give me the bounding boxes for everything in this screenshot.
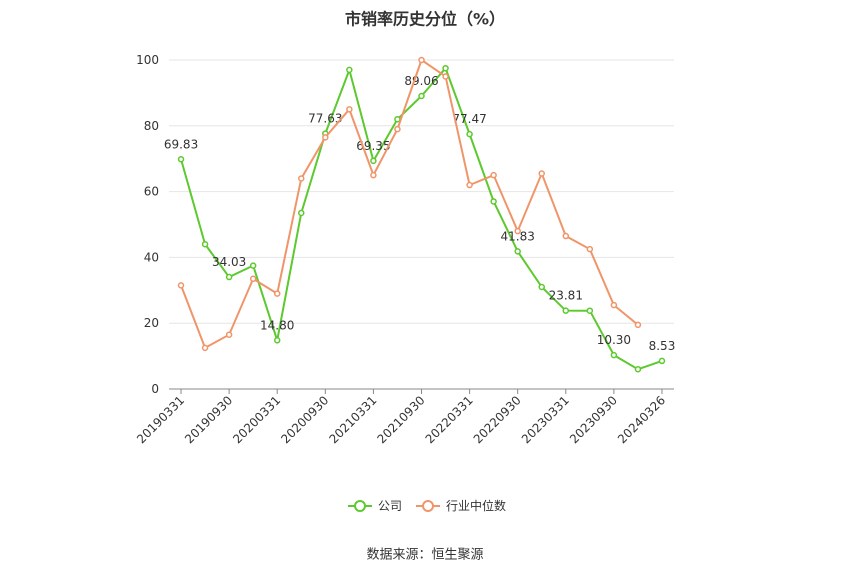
legend-label: 行业中位数 xyxy=(446,498,506,513)
point xyxy=(346,106,353,113)
point xyxy=(177,282,185,289)
point xyxy=(514,248,521,255)
legend-marker xyxy=(422,500,435,512)
data-label: 89.06 xyxy=(404,74,438,88)
data-label: 77.47 xyxy=(452,112,486,126)
point xyxy=(298,175,305,182)
y-tick-label: 40 xyxy=(144,250,159,264)
point xyxy=(538,283,545,291)
data-label: 10.30 xyxy=(597,333,631,347)
point xyxy=(562,232,570,240)
point xyxy=(562,307,570,314)
x-tick-label: 20210930 xyxy=(375,393,428,446)
legend-marker xyxy=(354,500,366,512)
series-line xyxy=(180,58,639,350)
point xyxy=(610,351,618,359)
point xyxy=(346,66,353,74)
data-label: 77.63 xyxy=(308,112,342,126)
point xyxy=(514,227,521,235)
point xyxy=(418,92,425,100)
chart-title: 市销率历史分位（%） xyxy=(345,10,505,29)
point xyxy=(634,321,642,329)
x-tick-label: 20220930 xyxy=(471,393,524,446)
point xyxy=(249,262,257,269)
point xyxy=(370,171,377,179)
point xyxy=(201,344,209,352)
point xyxy=(418,56,425,64)
point xyxy=(394,115,401,123)
point xyxy=(322,134,329,141)
x-tick-label: 20230930 xyxy=(567,393,620,446)
point xyxy=(490,171,497,179)
x-tick-label: 20200331 xyxy=(230,393,283,446)
y-tick-label: 20 xyxy=(144,316,159,330)
point xyxy=(490,198,497,205)
point xyxy=(225,273,233,281)
data-label: 23.81 xyxy=(549,289,583,303)
y-tick-label: 80 xyxy=(144,119,159,133)
point xyxy=(273,290,281,297)
data-label: 34.03 xyxy=(212,255,246,269)
point xyxy=(466,181,473,189)
y-tick-label: 100 xyxy=(136,53,159,67)
x-tick-label: 20230331 xyxy=(519,393,572,446)
point xyxy=(249,275,257,283)
point xyxy=(394,125,401,133)
x-tick-label: 20190331 xyxy=(134,393,187,446)
source-note: 数据来源：恒生聚源 xyxy=(366,548,483,563)
y-tick-label: 0 xyxy=(151,382,159,396)
series-line xyxy=(180,66,663,371)
point xyxy=(538,170,545,177)
x-tick-label: 20200930 xyxy=(278,393,331,446)
legend-label: 公司 xyxy=(378,499,402,513)
point xyxy=(298,209,305,217)
point xyxy=(370,157,377,165)
point xyxy=(273,337,281,344)
data-label: 8.53 xyxy=(649,339,676,353)
point xyxy=(201,240,209,248)
point xyxy=(610,301,618,309)
x-tick-label: 20240326 xyxy=(615,393,668,446)
x-tick-label: 20220331 xyxy=(423,393,476,446)
point xyxy=(442,64,449,72)
point xyxy=(177,156,185,163)
x-tick-label: 20190930 xyxy=(182,393,235,446)
point xyxy=(442,73,449,80)
point xyxy=(466,130,473,138)
x-tick-label: 20210331 xyxy=(326,393,379,446)
point xyxy=(586,307,594,314)
point xyxy=(634,366,642,373)
data-label: 14.80 xyxy=(260,318,294,332)
point xyxy=(586,245,594,253)
point xyxy=(225,331,233,338)
y-tick-label: 60 xyxy=(144,185,159,199)
data-label: 69.83 xyxy=(164,137,198,151)
data-label: 41.83 xyxy=(501,229,535,243)
point xyxy=(658,357,666,365)
